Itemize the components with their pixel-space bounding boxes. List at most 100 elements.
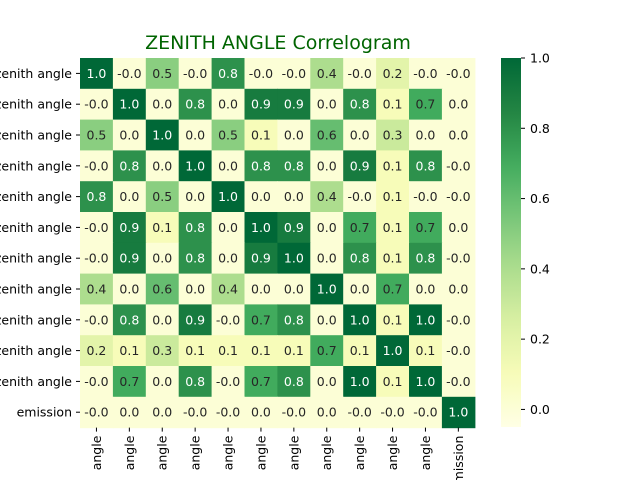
- cell-value-label: -0.0: [347, 189, 371, 204]
- heatmap-cell: [244, 273, 278, 305]
- heatmap-cell: [310, 366, 344, 398]
- cell-value-label: 0.8: [185, 251, 205, 266]
- row-label: zenith angle: [0, 189, 72, 204]
- cell-value-label: -0.0: [216, 312, 240, 327]
- colorbar: [501, 58, 521, 427]
- heatmap-cell: [376, 396, 410, 429]
- cell-value-label: 1.0: [416, 374, 436, 389]
- heatmap-cell: [441, 242, 476, 275]
- heatmap-cell: [244, 88, 278, 121]
- heatmap-cell: [376, 212, 410, 244]
- heatmap-cell: [145, 181, 180, 213]
- heatmap-cell: [409, 150, 443, 182]
- column-label: angle: [352, 435, 367, 470]
- cell-value-label: 0.0: [317, 374, 337, 389]
- column-label: angle: [89, 435, 104, 470]
- cell-value-label: 0.9: [119, 220, 139, 235]
- heatmap-cell: [409, 396, 443, 429]
- heatmap-cell: [145, 366, 180, 398]
- heatmap-cell: [112, 273, 147, 305]
- heatmap-cell: [211, 335, 246, 367]
- heatmap-cell: [178, 273, 213, 305]
- cell-value-label: 0.8: [251, 158, 271, 173]
- heatmap-cell: [277, 58, 311, 90]
- cell-value-label: 0.9: [350, 158, 370, 173]
- heatmap-cell: [409, 335, 443, 367]
- heatmap-cell: [277, 119, 311, 151]
- cell-value-label: 0.8: [119, 312, 139, 327]
- cell-value-label: -0.0: [413, 189, 437, 204]
- heatmap-cell: [145, 335, 180, 367]
- heatmap-cell: [112, 242, 147, 275]
- heatmap-cell: [211, 242, 246, 275]
- heatmap-cell: [112, 304, 147, 336]
- cell-value-label: 0.2: [87, 343, 107, 358]
- cell-value-label: 0.0: [448, 97, 468, 112]
- cell-value-label: 1.0: [87, 66, 107, 81]
- cell-value-label: 0.8: [350, 97, 370, 112]
- cell-value-label: -0.0: [347, 405, 371, 420]
- heatmap-cell: [80, 335, 114, 367]
- heatmap-cell: [343, 273, 377, 305]
- cell-value-label: 0.8: [185, 374, 205, 389]
- row-label: zenith angle: [0, 220, 72, 235]
- cell-value-label: -0.0: [347, 66, 371, 81]
- row-label: zenith angle: [0, 312, 72, 327]
- cell-value-label: 0.9: [119, 251, 139, 266]
- heatmap-cell: [376, 242, 410, 275]
- cell-value-label: 0.0: [119, 282, 139, 297]
- cell-value-label: 0.7: [416, 220, 436, 235]
- heatmap-cell: [441, 396, 476, 429]
- cell-value-label: 0.0: [152, 405, 172, 420]
- heatmap-cell: [145, 58, 180, 90]
- heatmap-cell: [441, 273, 476, 305]
- cell-value-label: 1.0: [251, 220, 271, 235]
- heatmap-cell: [112, 119, 147, 151]
- heatmap-cell: [244, 366, 278, 398]
- heatmap-cell: [244, 119, 278, 151]
- heatmap-cell: [310, 88, 344, 121]
- heatmap-cell: [80, 58, 114, 90]
- cell-value-label: 0.9: [284, 97, 304, 112]
- heatmap-cell: [277, 242, 311, 275]
- heatmap-cell: [343, 304, 377, 336]
- heatmap-cell: [112, 212, 147, 244]
- heatmap-cell: [145, 304, 180, 336]
- cell-value-label: 0.8: [284, 312, 304, 327]
- heatmap-cell: [376, 181, 410, 213]
- cell-value-label: 0.1: [383, 158, 403, 173]
- column-label: angle: [319, 435, 334, 470]
- heatmap-cells: 1.0 -0.0 0.5 -0.0 0.8 -0.0 -0.0 0.4 -0.0 0.2 -0.0-…: [80, 58, 476, 429]
- cell-value-label: -0.0: [446, 312, 470, 327]
- heatmap-cell: [112, 335, 147, 367]
- heatmap-cell: [112, 366, 147, 398]
- heatmap-cell: [310, 273, 344, 305]
- heatmap-cell: [145, 273, 180, 305]
- cell-value-label: -0.0: [84, 97, 108, 112]
- cell-value-label: 0.0: [218, 251, 238, 266]
- heatmap-cell: [376, 304, 410, 336]
- heatmap-cell: [310, 304, 344, 336]
- heatmap-cell: [409, 58, 443, 90]
- heatmap-cell: [441, 366, 476, 398]
- heatmap-cell: [145, 396, 180, 429]
- heatmap-cell: [343, 150, 377, 182]
- heatmap-cell: [277, 366, 311, 398]
- row-label: zenith angle: [0, 374, 72, 389]
- cell-value-label: 0.0: [185, 282, 205, 297]
- cell-value-label: 0.0: [317, 312, 337, 327]
- cell-value-label: 0.8: [284, 158, 304, 173]
- heatmap-cell: [343, 242, 377, 275]
- heatmap-cell: [178, 304, 213, 336]
- cell-value-label: 0.8: [119, 158, 139, 173]
- heatmap-cell: [441, 212, 476, 244]
- cell-value-label: 0.7: [416, 97, 436, 112]
- cell-value-label: 0.8: [185, 97, 205, 112]
- heatmap-cell: [441, 58, 476, 90]
- cell-value-label: -0.0: [446, 66, 470, 81]
- colorbar-tick-label: 0.8: [530, 121, 550, 136]
- cell-value-label: 0.9: [251, 251, 271, 266]
- heatmap-cell: [343, 335, 377, 367]
- cell-value-label: 0.1: [383, 220, 403, 235]
